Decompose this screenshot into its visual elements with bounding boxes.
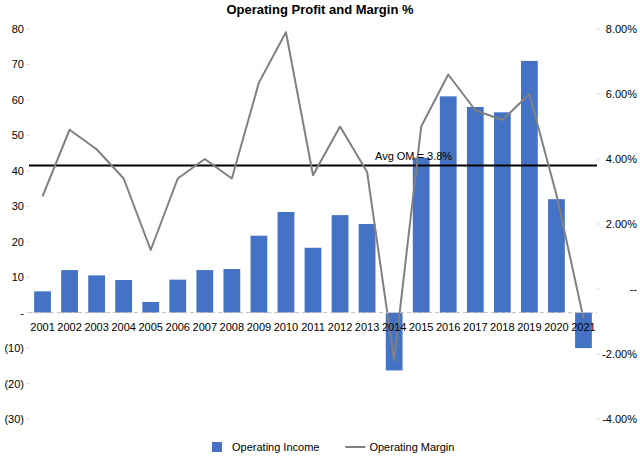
y-tick-label: 30 (12, 200, 24, 212)
legend-label: Operating Margin (369, 441, 454, 453)
x-tick-label: 2021 (571, 321, 595, 333)
y2-tick (597, 289, 600, 290)
annotation: Avg OM = 3.8% (375, 150, 452, 162)
y2-tick-label: 2.00% (606, 218, 637, 230)
y2-tick-label: 4.00% (606, 153, 637, 165)
bar (278, 212, 295, 313)
y-tick (26, 383, 29, 384)
x-tick-label: 2011 (301, 321, 325, 333)
bar (332, 215, 349, 312)
y-tick (26, 135, 29, 136)
y2-tick-label: -2.00% (602, 348, 637, 360)
y2-tick (597, 159, 600, 160)
bar (467, 107, 484, 313)
y2-tick-label: 8.00% (606, 23, 637, 35)
x-tick-label: 2019 (517, 321, 541, 333)
x-tick-label: 2002 (57, 321, 81, 333)
chart: Operating Profit and Margin % (30) (20) (10… (0, 0, 640, 463)
y-tick-label: (20) (4, 378, 24, 390)
y2-tick-label: -4.00% (602, 413, 637, 425)
margin-line (43, 32, 584, 360)
y-tick (26, 29, 29, 30)
y2-tick (597, 94, 600, 95)
x-tick-label: 2018 (490, 321, 514, 333)
legend-swatch (345, 446, 365, 448)
zero-line (29, 312, 597, 313)
bar (142, 302, 159, 313)
y-tick-label: 20 (12, 236, 24, 248)
y-tick (26, 419, 29, 420)
y-tick-label: 50 (12, 129, 24, 141)
bar (169, 280, 186, 313)
bar (88, 275, 105, 312)
bar (305, 248, 322, 313)
x-tick-label: 2006 (166, 321, 190, 333)
y-tick-label: 70 (12, 58, 24, 70)
bar (223, 269, 240, 313)
y-tick (26, 64, 29, 65)
y2-tick (597, 419, 600, 420)
y-tick (26, 241, 29, 242)
x-tick-label: 2020 (544, 321, 568, 333)
y-tick (26, 170, 29, 171)
y-tick-label: (30) (4, 413, 24, 425)
x-tick-label: 2005 (138, 321, 162, 333)
y2-tick-label: 6.00% (606, 88, 637, 100)
legend-swatch (212, 442, 222, 452)
background (0, 0, 640, 463)
x-tick-label: 2004 (111, 321, 135, 333)
x-tick-label: 2017 (463, 321, 487, 333)
y2-tick-label: -- (630, 283, 638, 295)
bar (115, 280, 132, 313)
bar (251, 236, 268, 313)
y2-tick (597, 224, 600, 225)
x-tick-label: 2008 (220, 321, 244, 333)
x-tick-label: 2001 (30, 321, 54, 333)
bar (548, 199, 565, 312)
x-tick-label: 2009 (247, 321, 271, 333)
x-tick-label: 2010 (274, 321, 298, 333)
y-tick-label: 80 (12, 23, 24, 35)
bar (196, 270, 213, 313)
y2-tick (597, 354, 600, 355)
bar (359, 224, 376, 313)
x-tick-label: 2007 (193, 321, 217, 333)
y-tick (26, 99, 29, 100)
y-tick (26, 348, 29, 349)
bar (494, 112, 511, 312)
x-tick-label: 2015 (409, 321, 433, 333)
y-tick-label: - (20, 307, 24, 319)
y-tick-label: 60 (12, 94, 24, 106)
x-tick-label: 2003 (84, 321, 108, 333)
title: Operating Profit and Margin % (226, 2, 414, 17)
y-tick-label: 10 (12, 271, 24, 283)
average-line (29, 165, 597, 167)
plot-area (29, 32, 597, 370)
y-tick (26, 277, 29, 278)
y-tick (26, 206, 29, 207)
bar (61, 270, 78, 313)
bar (440, 96, 457, 312)
bar (34, 291, 51, 312)
x-tick-label: 2016 (436, 321, 460, 333)
y-tick-label: 40 (12, 165, 24, 177)
x-tick-label: 2012 (328, 321, 352, 333)
legend-label: Operating Income (232, 441, 319, 453)
y-tick (26, 312, 29, 313)
y-tick-label: (10) (4, 342, 24, 354)
legend: Operating Income Operating Margin (212, 441, 454, 453)
y2-tick (597, 29, 600, 30)
x-tick-label: 2014 (382, 321, 406, 333)
x-tick-label: 2013 (355, 321, 379, 333)
